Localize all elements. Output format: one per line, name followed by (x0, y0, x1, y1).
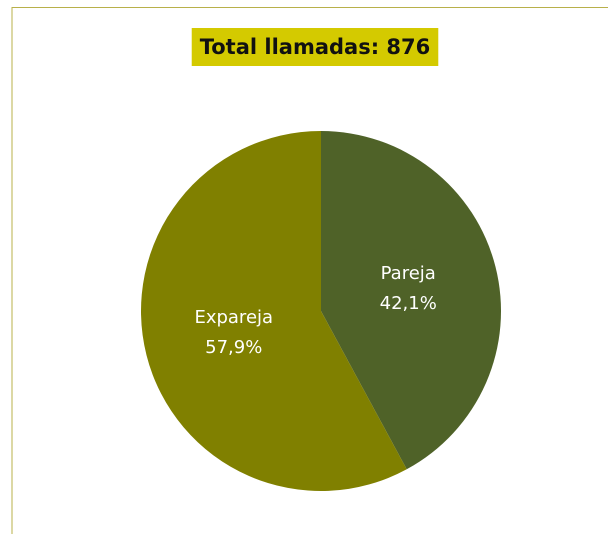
pie-slice (141, 131, 407, 491)
chart-title: Total llamadas: 876 (200, 35, 431, 59)
slice-category-label: Pareja (381, 263, 436, 284)
slice-value-label: 42,1% (380, 293, 437, 314)
slice-value-label: 57,9% (205, 337, 262, 358)
title-background (191, 28, 439, 66)
slice-category-label: Expareja (194, 307, 273, 328)
chart-frame (11, 7, 608, 534)
pie-slice (321, 131, 502, 470)
